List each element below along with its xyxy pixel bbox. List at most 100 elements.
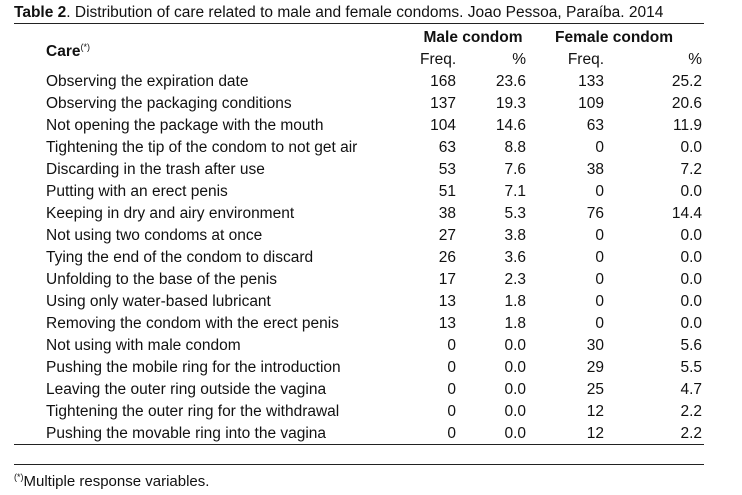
cell-male-freq: 13 xyxy=(420,313,456,335)
cell-male-pct: 19.3 xyxy=(456,93,526,115)
cell-male-pct: 1.8 xyxy=(456,291,526,313)
table-row: Not using two condoms at once 27 3.8 0 0.0 xyxy=(46,225,702,247)
header-male-pct: % xyxy=(456,49,526,71)
table-row: Putting with an erect penis 51 7.1 0 0.0 xyxy=(46,181,702,203)
cell-care: Tying the end of the condom to discard xyxy=(46,247,420,269)
cell-female-freq: 0 xyxy=(526,181,604,203)
cell-female-pct: 0.0 xyxy=(604,291,702,313)
cell-female-freq: 0 xyxy=(526,137,604,159)
cell-female-pct: 4.7 xyxy=(604,379,702,401)
cell-female-pct: 25.2 xyxy=(604,71,702,93)
cell-female-freq: 133 xyxy=(526,71,604,93)
cell-care: Discarding in the trash after use xyxy=(46,159,420,181)
table-row: Unfolding to the base of the penis 17 2.3 0… xyxy=(46,269,702,291)
cell-male-freq: 137 xyxy=(420,93,456,115)
cell-female-freq: 29 xyxy=(526,357,604,379)
footnote-text: Multiple response variables. xyxy=(24,473,210,490)
cell-care: Keeping in dry and airy environment xyxy=(46,203,420,225)
cell-male-freq: 168 xyxy=(420,71,456,93)
cell-female-freq: 76 xyxy=(526,203,604,225)
table-row: Tying the end of the condom to discard 26… xyxy=(46,247,702,269)
cell-female-pct: 11.9 xyxy=(604,115,702,137)
table-row: Removing the condom with the erect penis… xyxy=(46,313,702,335)
cell-female-pct: 2.2 xyxy=(604,401,702,423)
cell-female-pct: 2.2 xyxy=(604,423,702,445)
cell-male-pct: 0.0 xyxy=(456,379,526,401)
cell-female-pct: 5.6 xyxy=(604,335,702,357)
cell-male-freq: 17 xyxy=(420,269,456,291)
cell-male-pct: 14.6 xyxy=(456,115,526,137)
cell-male-pct: 0.0 xyxy=(456,357,526,379)
cell-female-freq: 12 xyxy=(526,401,604,423)
cell-female-pct: 0.0 xyxy=(604,137,702,159)
header-male-condom: Male condom xyxy=(420,27,526,49)
cell-male-pct: 0.0 xyxy=(456,423,526,445)
cell-care: Removing the condom with the erect penis xyxy=(46,313,420,335)
cell-male-freq: 0 xyxy=(420,357,456,379)
cell-male-freq: 13 xyxy=(420,291,456,313)
header-row-groups: Care(*) Male condom Female condom xyxy=(46,27,702,49)
table-row: Pushing the movable ring into the vagina… xyxy=(46,423,702,445)
cell-male-pct: 0.0 xyxy=(456,401,526,423)
cell-female-pct: 0.0 xyxy=(604,181,702,203)
cell-male-pct: 23.6 xyxy=(456,71,526,93)
top-rule xyxy=(14,23,704,24)
table-row: Not opening the package with the mouth 10… xyxy=(46,115,702,137)
header-male-freq: Freq. xyxy=(420,49,456,71)
cell-female-freq: 63 xyxy=(526,115,604,137)
cell-female-freq: 0 xyxy=(526,291,604,313)
middle-rule xyxy=(14,444,704,445)
cell-male-freq: 0 xyxy=(420,379,456,401)
cell-male-pct: 0.0 xyxy=(456,335,526,357)
cell-male-pct: 5.3 xyxy=(456,203,526,225)
cell-male-pct: 7.1 xyxy=(456,181,526,203)
cell-female-freq: 109 xyxy=(526,93,604,115)
table-row: Tightening the tip of the condom to not … xyxy=(46,137,702,159)
care-table: Care(*) Male condom Female condom Freq. … xyxy=(46,27,702,445)
cell-male-pct: 2.3 xyxy=(456,269,526,291)
cell-care: Not using with male condom xyxy=(46,335,420,357)
cell-female-freq: 12 xyxy=(526,423,604,445)
cell-care: Not opening the package with the mouth xyxy=(46,115,420,137)
cell-care: Tightening the tip of the condom to not … xyxy=(46,137,420,159)
cell-female-pct: 0.0 xyxy=(604,313,702,335)
cell-female-freq: 0 xyxy=(526,313,604,335)
cell-female-pct: 7.2 xyxy=(604,159,702,181)
cell-male-freq: 63 xyxy=(420,137,456,159)
table-row: Keeping in dry and airy environment 38 5.3… xyxy=(46,203,702,225)
cell-female-pct: 20.6 xyxy=(604,93,702,115)
cell-male-pct: 8.8 xyxy=(456,137,526,159)
table-body: Observing the expiration date 168 23.6 133 2… xyxy=(46,71,702,445)
cell-care: Tightening the outer ring for the withdr… xyxy=(46,401,420,423)
cell-care: Pushing the movable ring into the vagina xyxy=(46,423,420,445)
cell-male-pct: 1.8 xyxy=(456,313,526,335)
table-row: Not using with male condom 0 0.0 30 5.6 xyxy=(46,335,702,357)
cell-female-pct: 0.0 xyxy=(604,247,702,269)
cell-care: Leaving the outer ring outside the vagin… xyxy=(46,379,420,401)
cell-male-freq: 26 xyxy=(420,247,456,269)
table-row: Tightening the outer ring for the withdr… xyxy=(46,401,702,423)
cell-male-freq: 104 xyxy=(420,115,456,137)
cell-female-pct: 0.0 xyxy=(604,225,702,247)
footnote: (*)Multiple response variables. xyxy=(14,466,209,493)
table-caption: Table 2. Distribution of care related to… xyxy=(14,2,704,24)
cell-female-freq: 0 xyxy=(526,247,604,269)
header-care: Care(*) xyxy=(46,27,420,71)
table-row: Pushing the mobile ring for the introduc… xyxy=(46,357,702,379)
cell-male-freq: 27 xyxy=(420,225,456,247)
cell-female-freq: 25 xyxy=(526,379,604,401)
cell-female-freq: 30 xyxy=(526,335,604,357)
table-label: Table 2 xyxy=(14,4,66,21)
header-care-mark: (*) xyxy=(80,42,90,52)
footnote-mark: (*) xyxy=(14,472,24,482)
cell-female-freq: 38 xyxy=(526,159,604,181)
table-row: Discarding in the trash after use 53 7.6 38… xyxy=(46,159,702,181)
cell-female-pct: 0.0 xyxy=(604,269,702,291)
cell-male-freq: 0 xyxy=(420,423,456,445)
cell-female-freq: 0 xyxy=(526,269,604,291)
cell-male-freq: 53 xyxy=(420,159,456,181)
cell-male-freq: 0 xyxy=(420,335,456,357)
cell-female-freq: 0 xyxy=(526,225,604,247)
cell-male-pct: 7.6 xyxy=(456,159,526,181)
header-female-condom: Female condom xyxy=(526,27,702,49)
